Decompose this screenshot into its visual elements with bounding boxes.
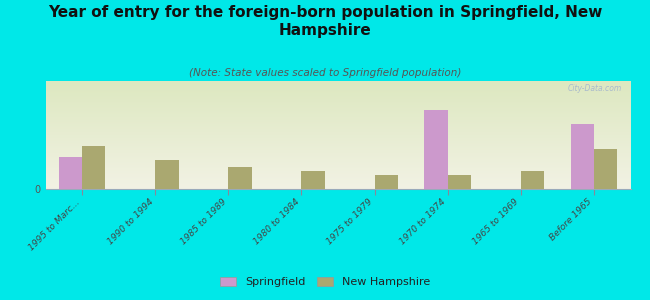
Bar <box>521 171 544 189</box>
Bar <box>594 149 618 189</box>
Legend: Springfield, New Hampshire: Springfield, New Hampshire <box>215 272 435 291</box>
Bar <box>448 175 471 189</box>
Bar <box>571 124 594 189</box>
Text: City-Data.com: City-Data.com <box>567 84 621 93</box>
Bar <box>58 157 82 189</box>
Bar <box>155 160 179 189</box>
Bar <box>302 171 325 189</box>
Text: (Note: State values scaled to Springfield population): (Note: State values scaled to Springfiel… <box>188 68 462 77</box>
Bar <box>374 175 398 189</box>
Text: Year of entry for the foreign-born population in Springfield, New
Hampshire: Year of entry for the foreign-born popul… <box>48 4 602 38</box>
Bar <box>228 167 252 189</box>
Bar <box>424 110 448 189</box>
Bar <box>82 146 105 189</box>
